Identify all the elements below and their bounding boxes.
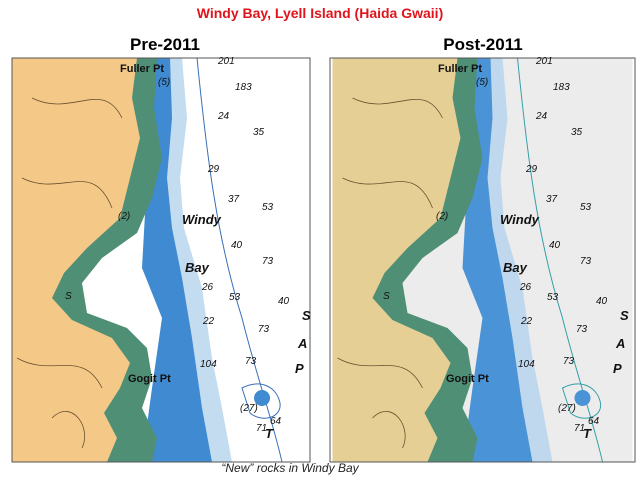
map-label: (27) [558,403,576,414]
map-label: 64 [270,416,282,427]
map-label: S [620,308,629,323]
map-label: (5) [158,77,170,88]
map-label: 53 [229,292,241,303]
caption: “New” rocks in Windy Bay [221,461,359,475]
map-label: 183 [553,82,570,93]
map-label: 201 [217,56,235,67]
map-pre: Fuller Pt (5) 201 183 24 35 29 37 53 Windy (2) 40 Ba… [11,56,312,463]
map-label: 37 [546,194,558,205]
map-label: S [65,291,72,302]
map-label: 35 [253,127,265,138]
map-label: Bay [503,260,528,275]
map-label: Bay [185,260,210,275]
map-label: 40 [596,296,608,307]
map-label: 24 [217,111,230,122]
map-label: 40 [549,240,561,251]
map-label: 40 [231,240,243,251]
map-label: 104 [518,359,535,370]
map-label: 73 [580,256,592,267]
map-label: Gogit Pt [446,373,489,385]
map-label: 73 [258,324,270,335]
map-label: P [295,361,304,376]
map-label: 53 [547,292,559,303]
map-label: 40 [278,296,290,307]
map-label: (2) [118,211,130,222]
map-label: Windy [182,212,222,227]
map-label: (27) [240,403,258,414]
map-label: 73 [563,356,575,367]
map-label: 29 [525,164,538,175]
map-post: Fuller Pt (5) 201 183 24 35 29 37 53 Windy (2) 40 Ba… [329,56,636,463]
map-label: 73 [245,356,257,367]
map-label: Fuller Pt [120,63,164,75]
map-label: (2) [436,211,448,222]
map-label: T [265,426,274,441]
map-heading: Pre-2011 [130,35,200,54]
map-label: Gogit Pt [128,373,171,385]
map-label: (5) [476,77,488,88]
map-label: 183 [235,82,252,93]
map-label: 35 [571,127,583,138]
map-label: Fuller Pt [438,63,482,75]
map-label: 53 [262,202,274,213]
map-label: 71 [256,423,267,434]
map-label: 26 [201,282,214,293]
map-label: S [302,308,311,323]
map-label: 37 [228,194,240,205]
map-label: P [613,361,622,376]
map-label: 26 [519,282,532,293]
map-label: A [297,336,307,351]
map-label: 29 [207,164,220,175]
map-label: 71 [574,423,585,434]
map-label: 64 [588,416,600,427]
map-label: 22 [202,316,215,327]
map-label: 73 [262,256,274,267]
slide-title: Windy Bay, Lyell Island (Haida Gwaii) [197,5,443,21]
map-label: 73 [576,324,588,335]
map-label: T [583,426,592,441]
map-label: 22 [520,316,533,327]
map-label: Windy [500,212,540,227]
map-label: A [615,336,625,351]
map-label: S [383,291,390,302]
map-label: 201 [535,56,553,67]
map-label: 53 [580,202,592,213]
map-heading: Post-2011 [443,35,522,54]
map-label: 104 [200,359,217,370]
map-label: 24 [535,111,548,122]
